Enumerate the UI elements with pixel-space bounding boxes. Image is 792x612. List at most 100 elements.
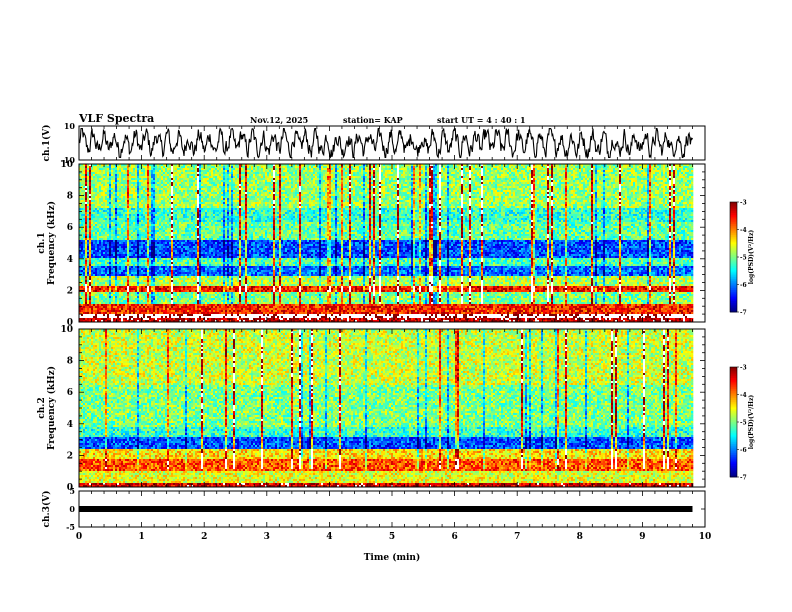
psd-cell [685, 190, 688, 193]
psd-cell [481, 176, 484, 179]
psd-cell [83, 190, 86, 193]
psd-cell [139, 192, 142, 195]
psd-cell [661, 172, 664, 175]
psd-cell [357, 192, 360, 195]
psd-cell [303, 166, 306, 169]
psd-cell [141, 190, 144, 193]
psd-cell [111, 192, 114, 195]
psd-cell [659, 186, 662, 189]
psd-cell [103, 178, 106, 181]
psd-cell [271, 166, 274, 169]
psd-cell [391, 172, 394, 175]
psd-cell [671, 178, 674, 181]
psd-cell [607, 182, 610, 185]
psd-cell [425, 178, 428, 181]
psd-cell [671, 170, 674, 173]
psd-cell [359, 164, 362, 167]
psd-cell [147, 192, 150, 195]
psd-cell [169, 174, 172, 177]
psd-cell [551, 176, 554, 179]
psd-cell [353, 170, 356, 173]
psd-cell [433, 176, 436, 179]
psd-cell [107, 168, 110, 171]
psd-cell [597, 168, 600, 171]
psd-cell [231, 182, 234, 185]
psd-cell [309, 164, 312, 167]
psd-cell [179, 192, 182, 195]
psd-cell [293, 166, 296, 169]
psd-cell [567, 180, 570, 183]
psd-cell [299, 164, 302, 167]
psd-cell [221, 174, 224, 177]
psd-cell [221, 192, 224, 195]
psd-cell [299, 192, 302, 195]
psd-cell [201, 172, 204, 175]
psd-cell [635, 172, 638, 175]
psd-cell [495, 164, 498, 167]
psd-cell [403, 176, 406, 179]
psd-cell [617, 164, 620, 167]
psd-cell [477, 164, 480, 167]
psd-cell [287, 174, 290, 177]
psd-cell [179, 178, 182, 181]
psd-cell [263, 178, 266, 181]
psd-cell [651, 190, 654, 193]
psd-cell [689, 192, 692, 195]
psd-cell [243, 168, 246, 171]
psd-cell [469, 164, 472, 167]
psd-cell [681, 168, 684, 171]
psd-cell [287, 170, 290, 173]
psd-cell [585, 172, 588, 175]
psd-cell [219, 192, 222, 195]
psd-cell [603, 182, 606, 185]
psd-cell [269, 178, 272, 181]
psd-cell [477, 182, 480, 185]
psd-cell [583, 180, 586, 183]
psd-cell [237, 190, 240, 193]
psd-cell [107, 192, 110, 195]
psd-cell [239, 172, 242, 175]
psd-cell [477, 170, 480, 173]
psd-cell [197, 174, 200, 177]
psd-cell [121, 186, 124, 189]
psd-cell [141, 170, 144, 173]
psd-cell [277, 194, 280, 197]
psd-cell [585, 164, 588, 167]
psd-cell [443, 194, 446, 197]
psd-cell [551, 182, 554, 185]
psd-cell [303, 174, 306, 177]
psd-cell [459, 178, 462, 181]
psd-cell [215, 192, 218, 195]
psd-cell [169, 172, 172, 175]
psd-cell [615, 170, 618, 173]
psd-cell [307, 164, 310, 167]
psd-cell [405, 176, 408, 179]
psd-cell [413, 180, 416, 183]
psd-cell [479, 178, 482, 181]
psd-cell [645, 192, 648, 195]
psd-cell [303, 182, 306, 185]
psd-cell [431, 178, 434, 181]
psd-cell [587, 194, 590, 197]
psd-cell [217, 192, 220, 195]
psd-cell [567, 188, 570, 191]
psd-cell [341, 172, 344, 175]
psd-cell [169, 186, 172, 189]
psd-cell [259, 176, 262, 179]
psd-cell [555, 184, 558, 187]
psd-cell [243, 164, 246, 167]
psd-cell [621, 194, 624, 197]
psd-cell [419, 186, 422, 189]
psd-cell [293, 176, 296, 179]
psd-cell [401, 178, 404, 181]
psd-cell [647, 180, 650, 183]
psd-cell [611, 172, 614, 175]
psd-cell [547, 186, 550, 189]
psd-cell [607, 188, 610, 191]
psd-cell [615, 168, 618, 171]
psd-cell [551, 164, 554, 167]
psd-cell [605, 184, 608, 187]
psd-cell [375, 194, 378, 197]
psd-cell [577, 180, 580, 183]
psd-cell [137, 182, 140, 185]
